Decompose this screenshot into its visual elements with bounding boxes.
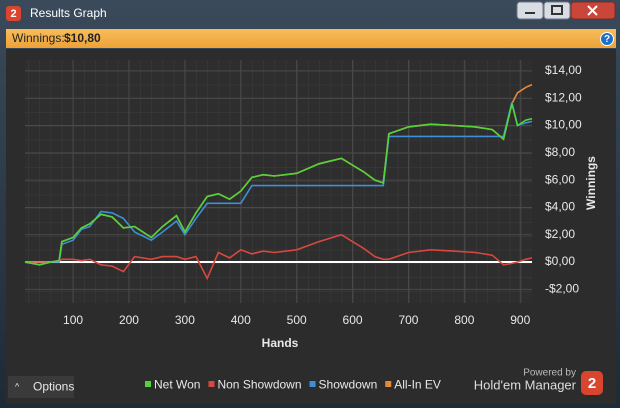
- x-tick-label: 300: [175, 313, 195, 327]
- legend-swatch: [145, 381, 151, 387]
- window-title: Results Graph: [30, 6, 107, 20]
- y-tick-label: $14,00: [545, 63, 582, 77]
- x-tick-label: 100: [63, 313, 83, 327]
- options-button[interactable]: [8, 376, 74, 398]
- header-label: Winnings:: [12, 31, 65, 45]
- x-tick-label: 400: [231, 313, 251, 327]
- x-tick-label: 600: [343, 313, 363, 327]
- y-tick-label: $12,00: [545, 90, 582, 104]
- window-controls[interactable]: [516, 1, 616, 20]
- options-caret: ^: [15, 381, 20, 391]
- legend-swatch: [309, 381, 316, 387]
- series-line: [24, 102, 533, 266]
- y-axis-label: Winnings: [584, 156, 598, 210]
- x-tick-label: 700: [398, 313, 418, 327]
- app-icon-text: 2: [10, 8, 16, 20]
- legend-label: Showdown: [319, 378, 378, 392]
- close-icon: [587, 5, 598, 16]
- x-axis-label: Hands: [262, 336, 299, 350]
- header-value: $10,80: [64, 31, 101, 45]
- help-button[interactable]: [600, 32, 614, 46]
- legend-swatch: [208, 381, 215, 387]
- powered-by: Powered by: [523, 368, 576, 379]
- brand-name: Hold'em Manager: [474, 377, 577, 392]
- y-tick-label: $0,00: [545, 254, 575, 268]
- series-line: [24, 103, 533, 266]
- maximize-button[interactable]: [543, 1, 571, 20]
- legend-label: All-In EV: [394, 378, 441, 392]
- x-tick-label: 500: [287, 313, 307, 327]
- y-tick-label: $6,00: [545, 172, 575, 186]
- header-bar: [6, 29, 616, 48]
- minimize-button[interactable]: [516, 1, 544, 20]
- help-icon: ?: [604, 34, 610, 45]
- brand-logo-text: 2: [588, 375, 596, 392]
- chart: -$2,00 $0,00 $2,00 $4,00 $6,00 $8,00 $10,00 $12…: [24, 60, 598, 392]
- minor-grid: [25, 60, 532, 303]
- legend-swatch: [385, 381, 392, 387]
- x-tick-label: 800: [454, 313, 474, 327]
- y-tick-label: $8,00: [545, 145, 575, 159]
- series-line: [25, 233, 533, 281]
- maximize-icon: [551, 5, 563, 15]
- x-tick-label: 900: [510, 313, 530, 327]
- y-tick-label: $4,00: [545, 200, 575, 214]
- options-label: Options: [33, 380, 74, 394]
- y-tick-label: -$2,00: [545, 282, 579, 296]
- y-tick-label: $10,00: [545, 118, 582, 132]
- y-tick-label: $2,00: [545, 227, 575, 241]
- x-tick-label: 200: [119, 313, 139, 327]
- app-icon: [6, 6, 21, 21]
- legend-label: Net Won: [154, 378, 200, 392]
- minimize-icon: [525, 12, 535, 14]
- brand-logo: [581, 371, 603, 395]
- legend-label: Non Showdown: [217, 378, 301, 392]
